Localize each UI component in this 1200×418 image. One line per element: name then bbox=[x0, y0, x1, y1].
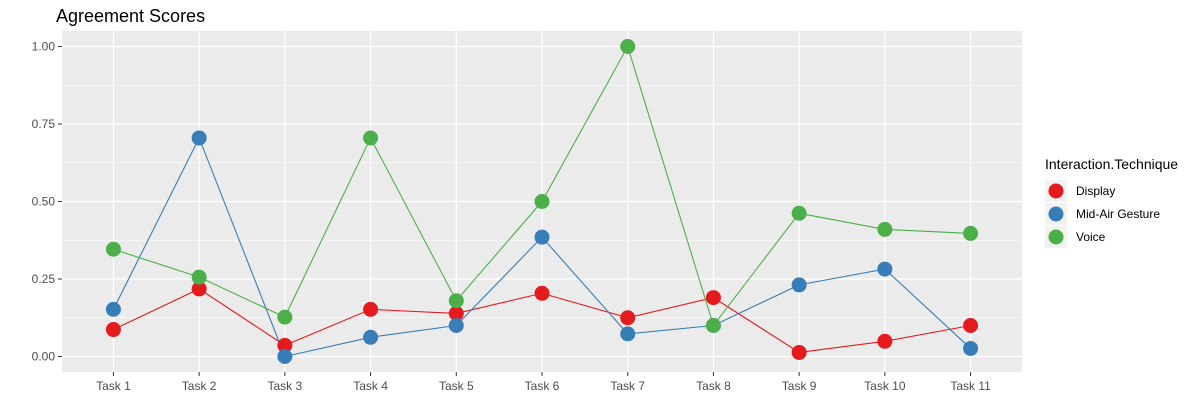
data-point bbox=[191, 130, 207, 146]
data-point bbox=[105, 241, 121, 257]
data-point bbox=[877, 261, 893, 277]
data-point bbox=[105, 301, 121, 317]
legend-label: Mid-Air Gesture bbox=[1076, 207, 1160, 221]
data-point bbox=[105, 322, 121, 338]
data-point bbox=[363, 301, 379, 317]
x-tick-label: Task 7 bbox=[610, 379, 645, 393]
data-point bbox=[534, 285, 550, 301]
chart-title: Agreement Scores bbox=[56, 6, 205, 26]
series-layer bbox=[105, 39, 979, 364]
legend-key bbox=[1048, 206, 1064, 222]
data-point bbox=[791, 344, 807, 360]
legend-label: Voice bbox=[1076, 230, 1106, 244]
data-point bbox=[705, 290, 721, 306]
data-point bbox=[448, 293, 464, 309]
data-point bbox=[791, 205, 807, 221]
x-tick-label: Task 6 bbox=[525, 379, 560, 393]
data-point bbox=[705, 318, 721, 333]
x-axis: Task 1 Task 2 Task 3 Task 4 Task 5 Task 6 Task… bbox=[96, 372, 991, 393]
data-point bbox=[963, 318, 979, 333]
legend: Interaction.Technique Display Mid-Air Ges… bbox=[1045, 156, 1178, 248]
data-point bbox=[620, 310, 636, 326]
data-point bbox=[877, 333, 893, 349]
series-points bbox=[105, 39, 979, 333]
data-point bbox=[448, 305, 464, 321]
data-point bbox=[620, 326, 636, 342]
series-points bbox=[105, 281, 979, 360]
legend-title: Interaction.Technique bbox=[1045, 156, 1178, 172]
data-point bbox=[448, 318, 464, 333]
y-tick-label: 0.00 bbox=[32, 350, 56, 364]
data-point bbox=[363, 130, 379, 146]
x-tick-label: Task 11 bbox=[950, 379, 991, 393]
x-tick-label: Task 2 bbox=[182, 379, 217, 393]
data-point bbox=[191, 281, 207, 297]
legend-key bbox=[1048, 229, 1064, 245]
legend-key bbox=[1048, 183, 1064, 199]
x-tick-label: Task 4 bbox=[353, 379, 388, 393]
y-tick-label: 0.50 bbox=[32, 195, 56, 209]
y-tick-label: 0.75 bbox=[32, 117, 56, 131]
data-point bbox=[963, 225, 979, 241]
data-point bbox=[277, 337, 293, 353]
legend-label: Display bbox=[1076, 184, 1115, 198]
x-tick-label: Task 5 bbox=[439, 379, 474, 393]
data-point bbox=[620, 39, 636, 54]
y-axis: 0.00 0.25 0.50 0.75 1.00 bbox=[32, 40, 62, 364]
x-tick-label: Task 9 bbox=[782, 379, 817, 393]
data-point bbox=[191, 269, 207, 285]
data-point bbox=[791, 277, 807, 293]
y-tick-label: 0.25 bbox=[32, 272, 56, 286]
data-point bbox=[534, 229, 550, 245]
x-tick-label: Task 1 bbox=[96, 379, 131, 393]
x-tick-label: Task 8 bbox=[696, 379, 731, 393]
data-point bbox=[877, 221, 893, 237]
x-tick-label: Task 10 bbox=[864, 379, 906, 393]
data-point bbox=[534, 194, 550, 209]
data-point bbox=[963, 340, 979, 356]
data-point bbox=[277, 309, 293, 325]
data-point bbox=[277, 349, 293, 364]
data-point bbox=[363, 329, 379, 345]
y-tick-label: 1.00 bbox=[32, 40, 56, 54]
x-tick-label: Task 3 bbox=[268, 379, 303, 393]
